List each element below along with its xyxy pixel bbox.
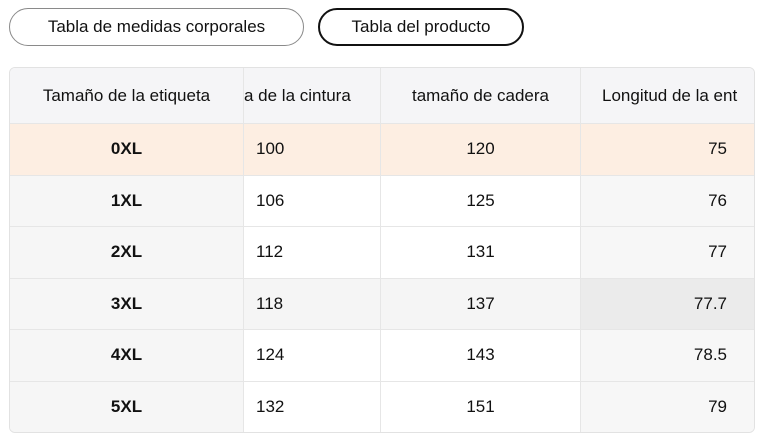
table-cell: 124 [244, 330, 381, 382]
column-header: a de la cintura [244, 68, 381, 124]
size-table: Tamaño de la etiqueta a de la cintura tama… [9, 67, 755, 433]
table-cell: 118 [244, 278, 381, 330]
table-cell: 76 [581, 175, 754, 227]
table-cell: 75 [581, 124, 754, 176]
size-label: 1XL [10, 175, 244, 227]
table-cell: 77.7 [581, 278, 754, 330]
column-header: Tamaño de la etiqueta [10, 68, 244, 124]
table-cell: 143 [381, 330, 581, 382]
size-label: 3XL [10, 278, 244, 330]
table-cell: 131 [381, 227, 581, 279]
table-cell: 112 [244, 227, 381, 279]
table-cell: 120 [381, 124, 581, 176]
table-cell: 125 [381, 175, 581, 227]
table-cell: 106 [244, 175, 381, 227]
size-label: 5XL [10, 381, 244, 432]
size-label: 4XL [10, 330, 244, 382]
table-cell: 77 [581, 227, 754, 279]
table-cell: 132 [244, 381, 381, 432]
column-header: tamaño de cadera [381, 68, 581, 124]
table-cell: 100 [244, 124, 381, 176]
table-cell: 78.5 [581, 330, 754, 382]
size-label: 0XL [10, 124, 244, 176]
table-cell: 79 [581, 381, 754, 432]
column-header: Longitud de la ent [581, 68, 754, 124]
table-cell: 151 [381, 381, 581, 432]
tab-button-active[interactable]: Tabla del producto [318, 8, 524, 46]
table-cell: 137 [381, 278, 581, 330]
tab-button[interactable]: Tabla de medidas corporales [9, 8, 304, 46]
size-label: 2XL [10, 227, 244, 279]
